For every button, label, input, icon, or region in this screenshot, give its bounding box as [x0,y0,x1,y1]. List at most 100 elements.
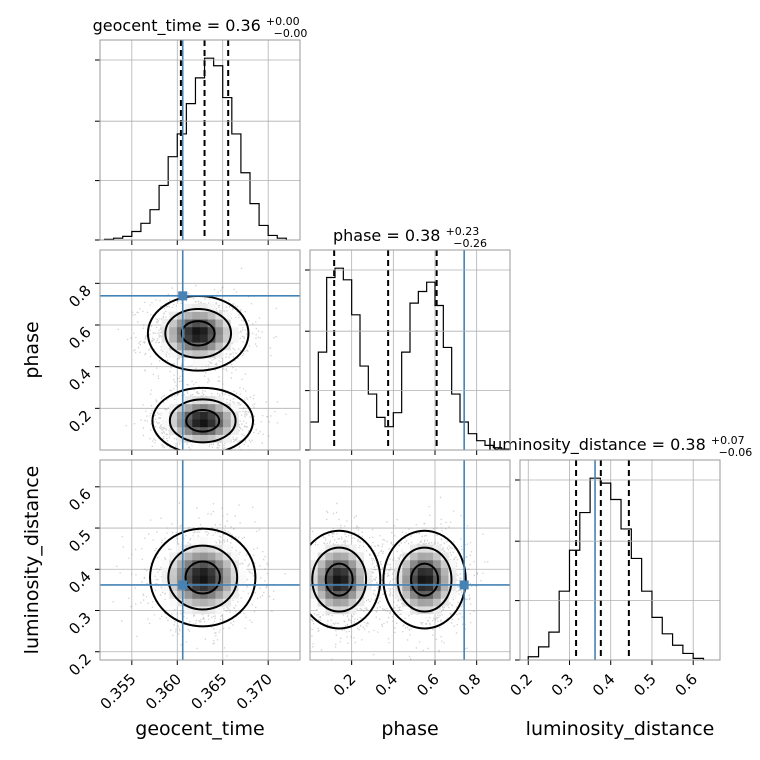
density-cell [325,583,334,592]
density-cell [207,434,216,443]
density-cell [340,575,349,584]
density-cell [200,583,208,592]
density-cell [176,303,185,312]
density-cell [310,575,318,584]
contour-level [311,546,368,613]
density-cell [207,544,216,553]
density-cell [161,567,170,576]
density-cell [192,403,201,412]
density-cell [215,326,224,335]
density-cell [207,536,216,545]
density-cell [223,590,232,599]
density-cell [215,396,224,405]
density-cell [200,411,208,420]
density-cell [230,552,239,561]
density-cell [176,319,185,328]
density-cell [176,396,185,405]
hist-panel-luminosity_distance [515,459,721,665]
density-cell [184,434,193,443]
density-cell [230,319,239,328]
density-cell [215,350,224,358]
density-cell [410,544,418,553]
density-cell [333,613,342,622]
density-cell [169,334,178,343]
contour-level [310,529,382,630]
density-cell [230,590,239,599]
density-cell [325,552,334,561]
density-cell [176,426,185,435]
density-cell [215,411,224,420]
density-cell [417,567,426,576]
density-cell [448,583,457,592]
density-cell [348,560,357,568]
contour-level [149,527,257,628]
density-cell [356,552,365,561]
density-cell [184,567,193,576]
density-cell [223,575,232,584]
density-cell [192,411,201,420]
density-cell [433,552,442,561]
density-cell [348,544,357,553]
density-cell [169,583,178,592]
y-tick-label-luminosity_distance: 0.6 [65,485,95,515]
contour-level [151,386,255,450]
density-cell [448,560,457,568]
contour-level [180,320,216,347]
density-cell [192,606,201,615]
density-cell [317,567,326,576]
contour-level [168,398,237,444]
density-cell [394,590,403,599]
density-cell [433,544,442,553]
density-cell [176,567,185,576]
density-cell [223,411,232,420]
x-tick-label-geocent_time: 0.370 [233,670,276,713]
x-tick-label-luminosity_distance: 0.5 [630,670,660,700]
density-cell [192,598,201,607]
density-cell [161,560,170,568]
x-axis-label-luminosity-distance: luminosity_distance [526,718,715,740]
density-cell [169,319,178,328]
density-cell [215,426,224,435]
title-phase: phase = 0.38 +0.23 −0.26 [333,225,487,250]
density-cell [333,575,342,584]
density-cell [176,403,185,412]
density-cell [425,583,434,592]
x-tick-label-luminosity_distance: 0.6 [671,670,701,700]
density-cell [192,434,201,443]
density-cell [215,590,224,599]
density-cell [200,419,208,428]
contour-level [167,544,239,611]
density-cell [192,357,201,366]
density-cell [333,552,342,561]
density-cell [200,536,208,545]
density-panel-luminosity_distance_vs_phase [309,459,511,665]
x-axis-label-phase: phase [381,718,438,740]
y-tick-label-phase: 0.4 [65,365,95,395]
density-cell [169,411,178,420]
histogram-step-phase [310,267,510,450]
truth-marker [178,291,188,301]
x-tick-label-luminosity_distance: 0.3 [548,670,578,700]
density-cell [200,326,208,335]
y-tick-label-luminosity_distance: 0.4 [65,567,95,597]
density-cell [161,419,170,428]
density-cell [402,590,411,599]
density-cell [207,311,216,320]
density-cell [223,334,232,343]
density-cell [215,403,224,412]
panel-content [527,460,705,660]
y-axis-label-luminosity-distance: luminosity_distance [21,466,43,655]
density-cell [325,560,334,568]
density-cell [417,606,426,615]
density-cell [425,598,434,607]
density-cell [192,552,201,561]
density-cell [402,583,411,592]
density-cell [417,583,426,592]
density-cell [417,613,426,622]
density-cell [207,583,216,592]
density-cell [340,552,349,561]
density-cell [433,606,442,615]
density-cell [184,350,193,358]
density-cell [230,426,239,435]
density-cell [176,552,185,561]
